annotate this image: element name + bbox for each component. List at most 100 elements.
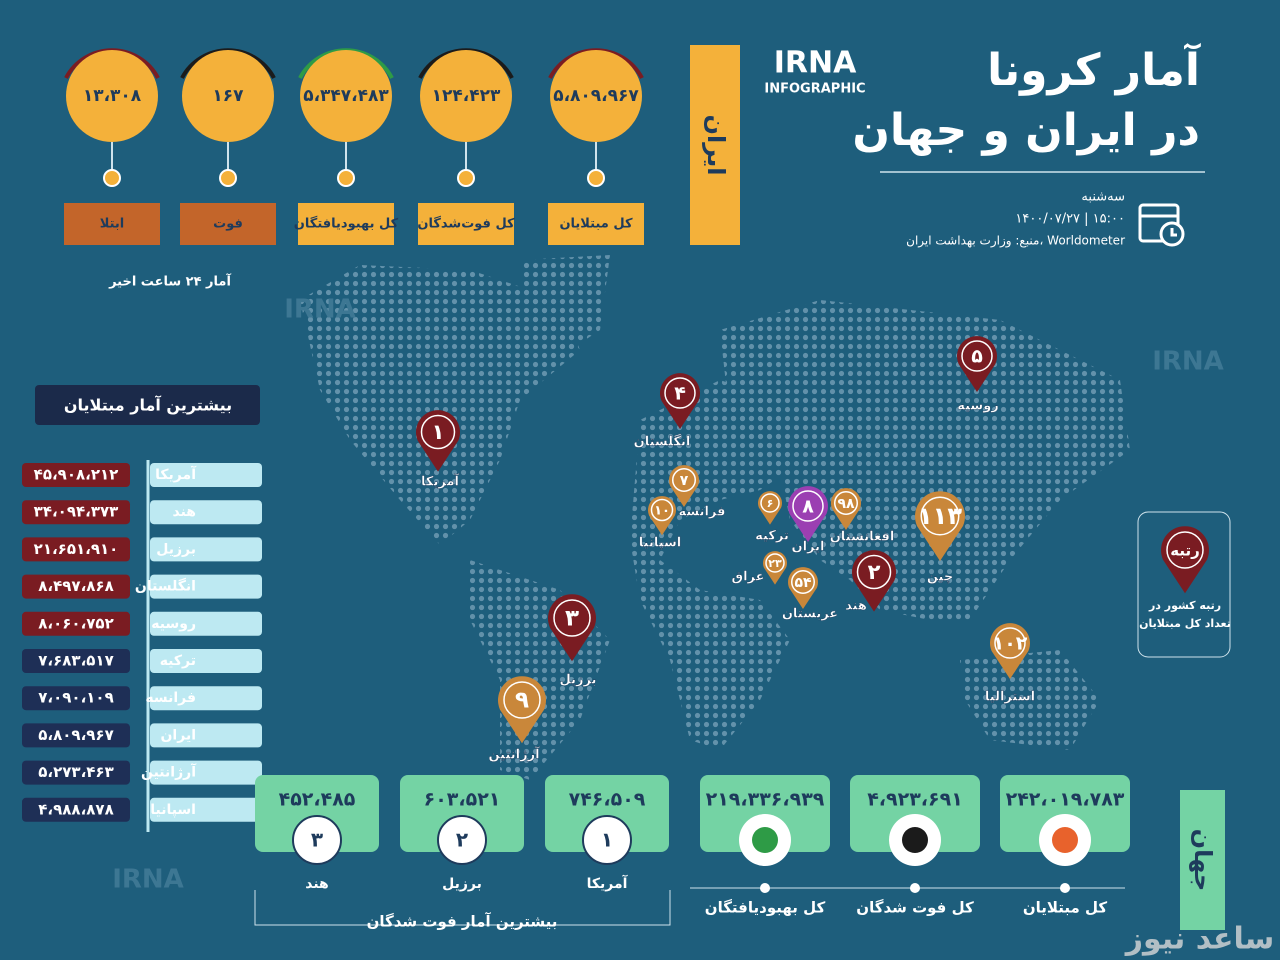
country-bar [150, 797, 262, 822]
legend-title: رتبه [1170, 542, 1200, 560]
stat-label: کل بهبودیافتگان [294, 216, 399, 232]
death-value: ۶۰۳،۵۲۱ [424, 789, 501, 811]
country-name: ترکیه [160, 653, 196, 669]
world-label: جهان [1189, 829, 1217, 892]
watermark-logo: IRNA [112, 865, 184, 895]
stat-circle [182, 50, 274, 142]
pin-ring [834, 491, 858, 515]
world-card [850, 775, 980, 852]
country-name: برزیل [156, 541, 196, 557]
pin [669, 465, 699, 507]
stat-box [64, 203, 160, 245]
list-header [35, 385, 260, 425]
pin-ring [553, 599, 591, 637]
country-bar [150, 463, 262, 487]
pin [915, 491, 965, 561]
date-time: ۱۴۰۰/۰۷/۲۷ | ۱۵:۰۰ [1015, 212, 1125, 227]
pin-ring [994, 627, 1026, 659]
world-map [300, 255, 1130, 780]
world-label: کل بهبودیافتگان [705, 899, 826, 917]
death-card [545, 775, 669, 852]
stat-value: ۱۳،۳۰۸ [83, 86, 142, 106]
pin [758, 491, 782, 525]
death-rank: ۳ [311, 828, 323, 852]
value-box [22, 574, 130, 599]
pin-country: هند [845, 599, 867, 614]
pin-rank: ۵ [971, 346, 983, 368]
stat-label: ابتلا [100, 217, 125, 232]
stem-dot [219, 169, 237, 187]
death-country: آمریکا [587, 874, 629, 892]
pin-ring [664, 377, 696, 409]
pin [990, 623, 1030, 679]
country-bar [150, 760, 262, 785]
death-value: ۴۵۲،۴۸۵ [279, 789, 356, 811]
country-value: ۲۱،۶۵۱،۹۱۰ [34, 540, 119, 558]
pin-country: اسپانیا [639, 536, 682, 551]
death-value: ۷۴۶،۵۰۹ [569, 789, 646, 811]
stat-value: ۵،۳۴۷،۴۸۳ [303, 86, 389, 106]
stem-dot [587, 169, 605, 187]
pin-rank: ۲۳ [768, 557, 782, 570]
country-value: ۸،۴۹۷،۸۶۸ [38, 577, 113, 595]
country-bar [150, 723, 262, 748]
pin-rank: ۱۱۳ [918, 502, 962, 530]
value-box [22, 686, 130, 711]
pin-country: ترکیه [755, 529, 789, 544]
iran-label: ایران [702, 115, 730, 176]
pin-country: آرژانتین [488, 746, 540, 763]
death-card [400, 775, 524, 852]
stat-value: ۱۲۴،۴۲۳ [432, 86, 501, 106]
pin-rank: ۴ [674, 383, 686, 405]
date-day: سه‌شنبه [1081, 190, 1125, 205]
pin-ring [760, 493, 780, 513]
world-card [1000, 775, 1130, 852]
world-icon-core [752, 827, 778, 853]
death-rank: ۱ [601, 828, 613, 852]
world-dot [760, 883, 770, 893]
country-value: ۵،۲۷۳،۴۶۳ [38, 763, 113, 781]
pin-ring [920, 496, 960, 536]
pin-country: آمریکا [421, 473, 459, 490]
country-value: ۷،۶۸۳،۵۱۷ [38, 652, 113, 670]
pin-rank: ۹ [515, 688, 529, 714]
country-name: روسیه [151, 616, 196, 632]
stat-circle [420, 50, 512, 142]
stat-box [180, 203, 276, 245]
death-rank: ۲ [456, 828, 468, 852]
stat-value: ۵،۸۰۹،۹۶۷ [553, 86, 639, 106]
world-label: کل مبتلایان [1023, 899, 1108, 917]
country-name: آرژانتین [141, 763, 197, 781]
pin [852, 550, 896, 612]
stem-dot [457, 169, 475, 187]
country-bar [150, 537, 262, 562]
world-dot [910, 883, 920, 893]
pin-rank: ۶ [767, 497, 774, 510]
pin-rank: ۷ [680, 473, 689, 489]
value-box [22, 797, 130, 822]
pin [548, 594, 596, 662]
value-box [22, 649, 130, 673]
value-box [22, 537, 130, 562]
pin-ring [961, 340, 993, 372]
stem-dot [337, 169, 355, 187]
world-label: کل فوت شدگان [856, 899, 974, 917]
stat-circle [66, 50, 158, 142]
source: منبع: وزارت بهداشت ایران، Worldometer [906, 234, 1125, 249]
iran-note: آمار ۲۴ ساعت اخیر [108, 273, 231, 290]
pin-country: عربستان [782, 607, 838, 622]
pin-ring [672, 468, 696, 492]
pin [660, 373, 700, 429]
country-name: فرانسه [145, 690, 196, 706]
stat-label: کل مبتلایان [559, 217, 633, 232]
watermark-logo: IRNA [1152, 347, 1224, 377]
stat-box [418, 203, 514, 245]
pin-rank: ۱۰۲ [993, 633, 1028, 655]
deaths-bracket [254, 890, 671, 926]
pin [788, 567, 819, 609]
watermark: ساعد نیوز [1124, 922, 1275, 957]
pin [788, 486, 828, 542]
pin-rank: ۳ [565, 606, 579, 632]
pin-rank: ۱ [432, 420, 445, 444]
